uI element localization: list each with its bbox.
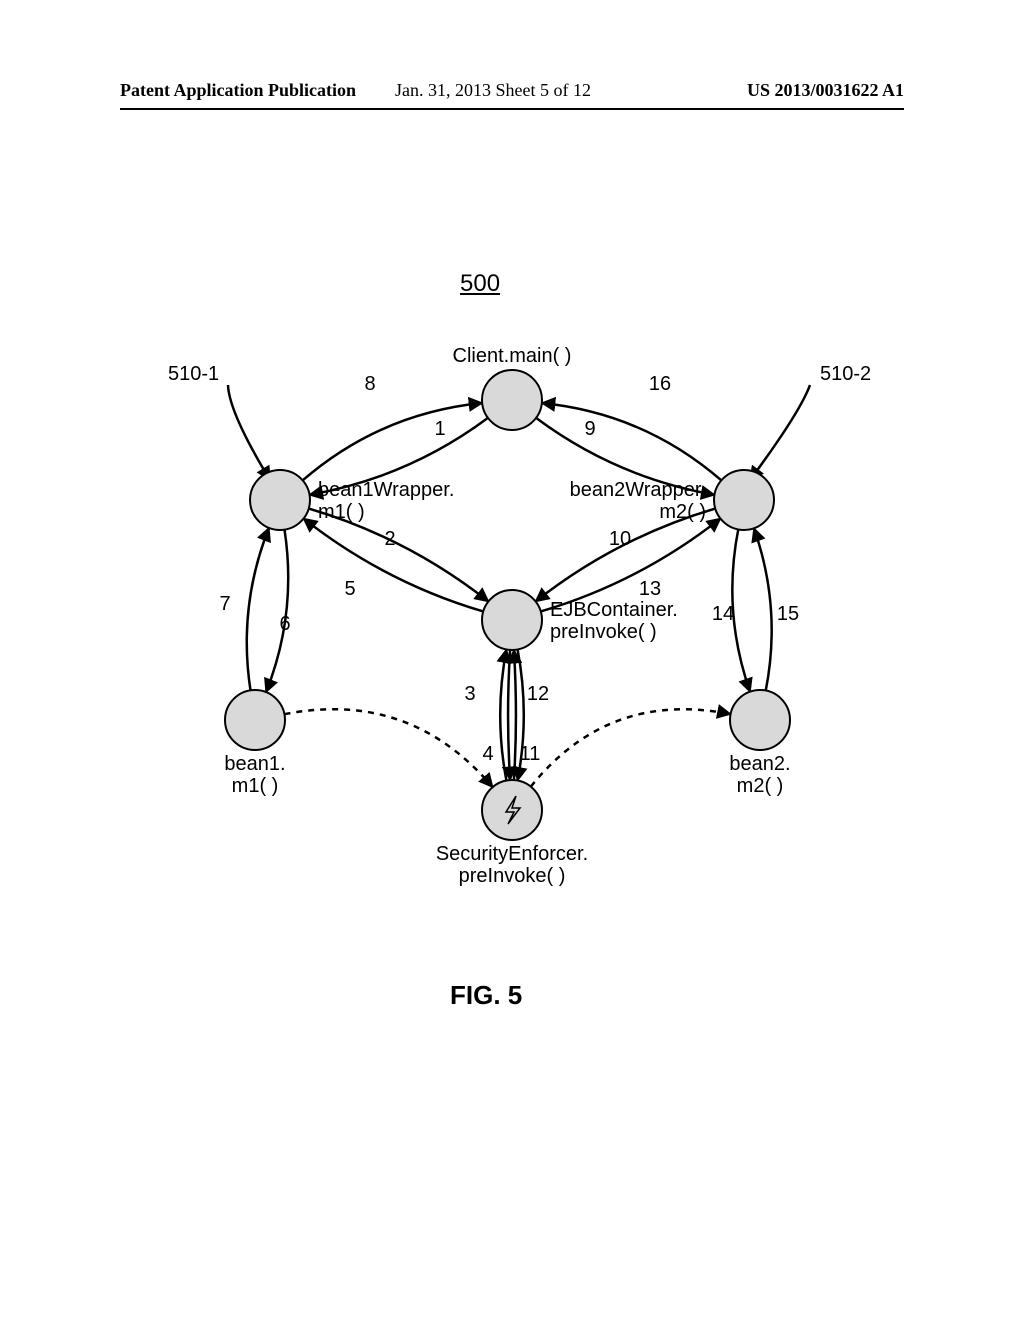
svg-text:11: 11 <box>520 743 541 765</box>
svg-text:Client.main( ): Client.main( ) <box>453 345 572 367</box>
svg-text:bean1Wrapper.m1( ): bean1Wrapper.m1( ) <box>318 479 454 523</box>
svg-text:9: 9 <box>584 418 595 440</box>
svg-text:16: 16 <box>649 373 671 395</box>
figure-number: 500 <box>460 270 500 298</box>
svg-text:6: 6 <box>279 613 290 635</box>
svg-text:SecurityEnforcer.preInvoke( ): SecurityEnforcer.preInvoke( ) <box>436 843 588 887</box>
svg-text:4: 4 <box>482 743 493 765</box>
svg-text:3: 3 <box>464 683 475 705</box>
svg-text:5: 5 <box>344 578 355 600</box>
svg-text:12: 12 <box>527 683 549 705</box>
svg-text:bean2Wrapper.m2( ): bean2Wrapper.m2( ) <box>570 479 706 523</box>
svg-text:8: 8 <box>364 373 375 395</box>
svg-text:7: 7 <box>219 593 230 615</box>
header-mid: Jan. 31, 2013 Sheet 5 of 12 <box>395 80 591 101</box>
svg-text:bean1.m1( ): bean1.m1( ) <box>224 753 285 797</box>
svg-text:1: 1 <box>434 418 445 440</box>
diagram-500: 1 8 9 16 2 5 10 13 3 4 11 12 6 7 14 15 510-1 510-2 Client.… <box>120 320 904 960</box>
svg-text:bean2.m2( ): bean2.m2( ) <box>729 753 790 797</box>
figure-caption: FIG. 5 <box>450 980 522 1011</box>
svg-text:EJBContainer.preInvoke( ): EJBContainer.preInvoke( ) <box>550 599 678 643</box>
svg-text:10: 10 <box>609 528 631 550</box>
svg-text:15: 15 <box>777 603 799 625</box>
header-right: US 2013/0031622 A1 <box>747 80 904 101</box>
header-rule <box>120 108 904 110</box>
svg-text:2: 2 <box>384 528 395 550</box>
svg-text:510-1: 510-1 <box>168 363 219 385</box>
svg-text:14: 14 <box>712 603 734 625</box>
svg-text:13: 13 <box>639 578 661 600</box>
header-left: Patent Application Publication <box>120 80 356 101</box>
svg-text:510-2: 510-2 <box>820 363 871 385</box>
